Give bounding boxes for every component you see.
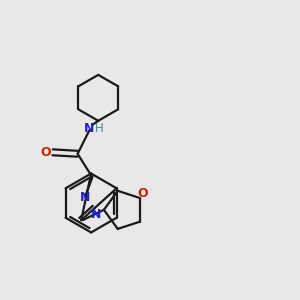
- Text: N: N: [84, 122, 94, 135]
- Text: H: H: [95, 122, 104, 135]
- Text: O: O: [41, 146, 51, 159]
- Text: N: N: [91, 208, 101, 221]
- Text: N: N: [80, 191, 90, 204]
- Text: O: O: [138, 187, 148, 200]
